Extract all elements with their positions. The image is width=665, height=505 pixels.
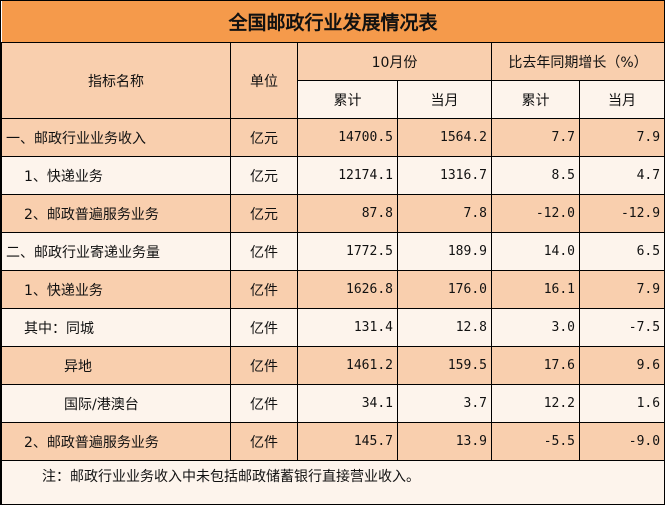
row-unit: 亿元 — [230, 194, 298, 233]
row-growth-cumulative: -12.0 — [491, 194, 580, 233]
row-name: 1、快递业务 — [1, 156, 231, 195]
row-name: 国际/港澳台 — [1, 384, 231, 423]
header-growth-month: 当月 — [578, 80, 664, 119]
row-growth-cumulative: 3.0 — [491, 308, 580, 347]
row-name: 异地 — [1, 346, 231, 385]
table-row: 1、快递业务 亿件 1626.8 176.0 16.1 7.9 — [1, 270, 664, 309]
table-row: 1、快递业务 亿元 12174.1 1316.7 8.5 4.7 — [1, 156, 664, 195]
row-cumulative: 131.4 — [297, 308, 398, 347]
row-growth-month: 9.6 — [578, 346, 664, 385]
table-row: 2、邮政普遍服务业务 亿件 145.7 13.9 -5.5 -9.0 — [1, 422, 664, 461]
row-growth-cumulative: 12.2 — [491, 384, 580, 423]
table-row: 2、邮政普遍服务业务 亿元 87.8 7.8 -12.0 -12.9 — [1, 194, 664, 233]
table-row: 其中：同城 亿件 131.4 12.8 3.0 -7.5 — [1, 308, 664, 347]
row-growth-cumulative: 7.7 — [491, 118, 580, 157]
header-period: 10月份 — [297, 42, 492, 81]
row-name: 其中：同城 — [1, 308, 231, 347]
row-month: 7.8 — [397, 194, 492, 233]
row-growth-month: 7.9 — [578, 270, 664, 309]
header-growth-cum: 累计 — [491, 80, 580, 119]
row-unit: 亿件 — [230, 270, 298, 309]
table-row: 二、邮政行业寄递业务量 亿件 1772.5 189.9 14.0 6.5 — [1, 232, 664, 271]
header-name: 指标名称 — [1, 42, 231, 119]
row-growth-month: 4.7 — [578, 156, 664, 195]
row-cumulative: 1626.8 — [297, 270, 398, 309]
header-growth: 比去年同期增长（%） — [490, 42, 664, 81]
row-name: 2、邮政普遍服务业务 — [1, 422, 231, 461]
row-unit: 亿件 — [230, 384, 298, 423]
row-name: 二、邮政行业寄递业务量 — [1, 232, 231, 271]
row-cumulative: 34.1 — [297, 384, 398, 423]
row-unit: 亿件 — [230, 232, 298, 271]
row-month: 3.7 — [397, 384, 492, 423]
table-title: 全国邮政行业发展情况表 — [1, 1, 664, 43]
row-growth-month: 1.6 — [578, 384, 664, 423]
row-unit: 亿件 — [230, 422, 298, 461]
row-cumulative: 87.8 — [297, 194, 398, 233]
table-row: 一、邮政行业业务收入 亿元 14700.5 1564.2 7.7 7.9 — [1, 118, 664, 157]
table-row: 异地 亿件 1461.2 159.5 17.6 9.6 — [1, 346, 664, 385]
row-month: 13.9 — [397, 422, 492, 461]
row-growth-cumulative: 17.6 — [491, 346, 580, 385]
header-cum: 累计 — [297, 80, 398, 119]
row-cumulative: 14700.5 — [297, 118, 398, 157]
row-unit: 亿件 — [230, 346, 298, 385]
row-growth-cumulative: -5.5 — [491, 422, 580, 461]
row-cumulative: 1461.2 — [297, 346, 398, 385]
row-growth-cumulative: 16.1 — [491, 270, 580, 309]
row-unit: 亿元 — [230, 118, 298, 157]
header-unit: 单位 — [230, 42, 298, 119]
row-month: 159.5 — [397, 346, 492, 385]
row-growth-month: 7.9 — [578, 118, 664, 157]
row-name: 一、邮政行业业务收入 — [1, 118, 231, 157]
row-growth-month: 6.5 — [578, 232, 664, 271]
row-growth-cumulative: 14.0 — [491, 232, 580, 271]
row-month: 1316.7 — [397, 156, 492, 195]
header-month: 当月 — [397, 80, 492, 119]
row-month: 189.9 — [397, 232, 492, 271]
row-month: 1564.2 — [397, 118, 492, 157]
row-month: 176.0 — [397, 270, 492, 309]
footnote: 注：邮政行业业务收入中未包括邮政储蓄银行直接营业收入。 — [1, 460, 664, 504]
row-growth-month: -7.5 — [578, 308, 664, 347]
row-unit: 亿元 — [230, 156, 298, 195]
row-cumulative: 12174.1 — [297, 156, 398, 195]
row-unit: 亿件 — [230, 308, 298, 347]
table-row: 国际/港澳台 亿件 34.1 3.7 12.2 1.6 — [1, 384, 664, 423]
row-name: 2、邮政普遍服务业务 — [1, 194, 231, 233]
row-cumulative: 1772.5 — [297, 232, 398, 271]
row-name: 1、快递业务 — [1, 270, 231, 309]
row-cumulative: 145.7 — [297, 422, 398, 461]
row-growth-month: -9.0 — [578, 422, 664, 461]
row-growth-cumulative: 8.5 — [491, 156, 580, 195]
row-growth-month: -12.9 — [578, 194, 664, 233]
row-month: 12.8 — [397, 308, 492, 347]
